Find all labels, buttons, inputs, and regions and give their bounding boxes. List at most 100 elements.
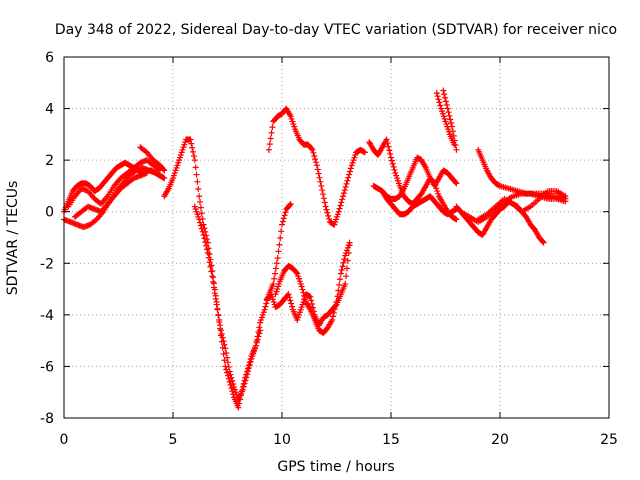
data-point-marker [390,163,397,170]
data-point-marker [386,147,393,154]
data-point-marker [333,298,340,305]
data-point-marker [227,381,234,388]
data-point-marker [388,157,395,164]
data-point-marker [447,116,454,123]
data-point-marker [331,306,338,313]
data-point-marker [196,193,203,200]
data-point-marker [262,303,269,310]
data-point-marker [340,190,347,197]
data-point-marker [271,275,278,282]
data-point-marker [346,239,353,246]
data-point-marker [224,372,231,379]
data-point-marker [540,239,547,246]
data-point-marker [211,290,218,297]
data-point-marker [307,293,314,300]
data-point-marker [243,374,250,381]
data-point-marker [224,354,231,361]
y-tick-label: 0 [45,205,54,221]
data-point-marker [452,179,459,186]
data-point-marker [242,377,249,384]
data-point-marker [268,129,275,136]
data-point-marker [344,257,351,264]
data-marks [61,87,569,411]
data-point-marker [279,218,286,225]
data-point-marker [261,306,268,313]
data-point-marker [152,170,159,177]
data-point-marker [246,361,253,368]
data-point-marker [318,182,325,189]
data-point-marker [384,140,391,147]
data-point-marker [275,248,282,255]
data-point-marker [316,174,323,181]
data-point-marker [214,306,221,313]
series-arc-15 [433,90,458,148]
x-axis-tick-labels: 0 5 10 15 20 25 [60,432,618,448]
data-point-marker [387,150,394,157]
data-point-marker [450,132,457,139]
data-point-marker [388,154,394,161]
data-point-marker [217,322,224,329]
data-point-marker [286,294,293,301]
data-point-marker [222,345,229,352]
series-arc-5 [137,144,168,174]
data-point-marker [453,180,460,187]
data-point-marker [329,317,336,324]
data-point-marker [276,241,283,248]
data-point-marker [279,221,285,228]
data-point-marker [433,90,440,97]
data-point-marker [161,175,168,182]
data-point-marker [225,375,232,382]
data-point-marker [293,269,300,276]
data-point-marker [200,231,207,238]
data-point-marker [330,313,337,320]
data-point-marker [437,102,444,109]
data-point-marker [287,200,294,207]
data-point-marker [194,178,201,185]
data-point-marker [309,146,316,153]
data-point-marker [195,186,202,193]
data-point-marker [218,330,225,337]
data-point-marker [198,225,205,232]
data-point-marker [224,369,231,376]
data-point-marker [266,141,273,148]
data-point-marker [434,93,441,100]
data-point-marker [442,94,449,101]
x-tick-label: 20 [491,432,509,448]
x-axis-label: GPS time / hours [277,459,394,475]
data-point-marker [278,228,285,235]
y-tick-label: -2 [40,256,54,272]
data-point-marker [221,341,228,348]
data-point-marker [339,196,346,203]
data-point-marker [220,351,227,358]
data-point-marker [323,206,330,213]
y-tick-label: 6 [45,50,54,66]
data-point-marker [274,255,281,262]
data-point-marker [280,215,287,222]
data-point-marker [193,171,200,178]
data-point-marker [206,259,213,266]
data-point-marker [344,177,351,184]
data-point-marker [313,162,320,169]
data-point-marker [442,98,449,105]
data-point-marker [217,327,224,334]
data-point-marker [210,284,217,291]
data-point-marker [336,276,343,283]
data-point-marker [300,289,307,296]
data-point-marker [436,99,443,106]
data-point-marker [201,235,208,242]
data-point-marker [190,153,197,160]
data-point-marker [226,378,233,385]
series-arc-14 [379,188,460,218]
axis-ticks [63,56,610,419]
data-point-marker [241,380,248,387]
data-point-marker [143,170,150,177]
grid [63,56,610,419]
data-point-marker [313,159,320,166]
data-point-marker [267,135,274,142]
data-point-marker [314,166,321,173]
data-point-marker [229,377,236,384]
data-point-marker [204,249,211,256]
data-point-marker [287,297,294,304]
data-point-marker [338,199,345,206]
